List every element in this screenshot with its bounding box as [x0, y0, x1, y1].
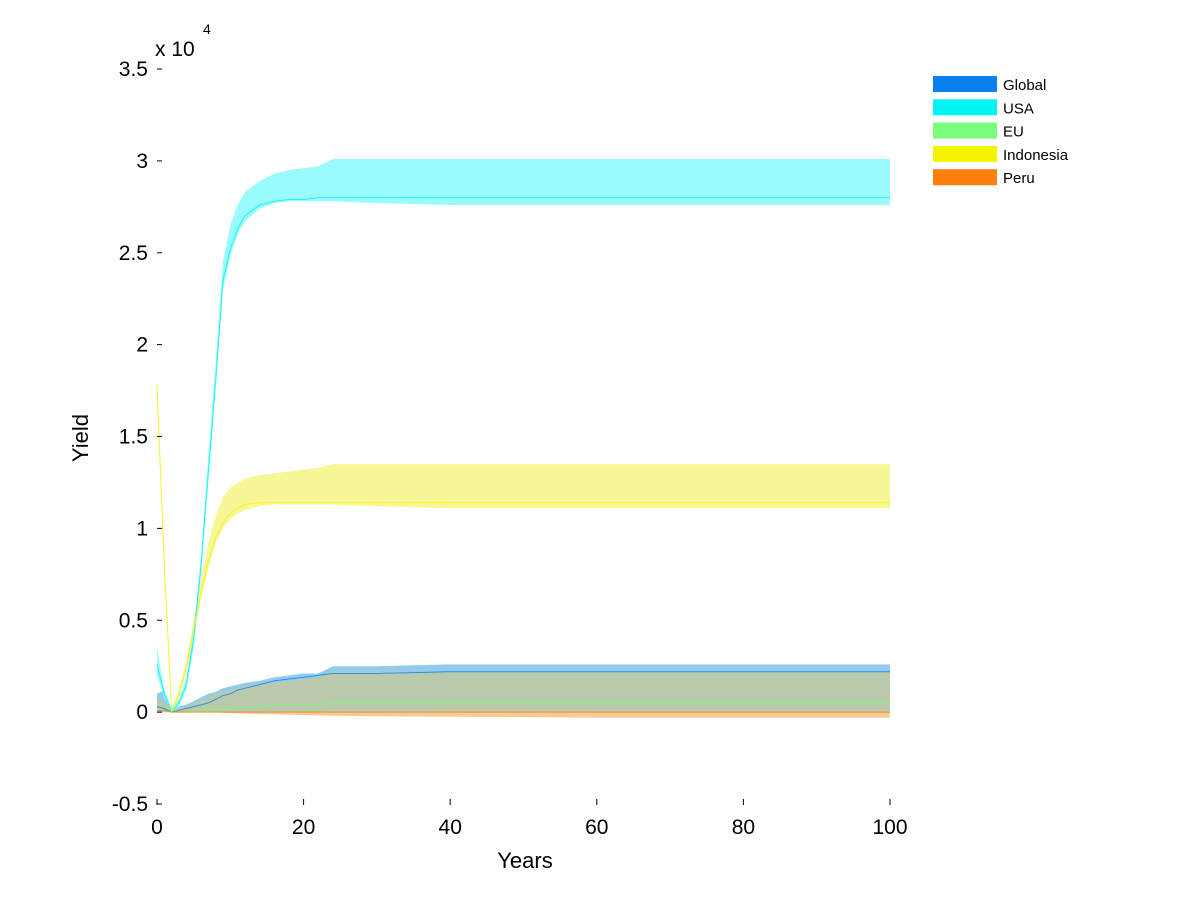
- legend-swatch-peru: [933, 169, 997, 186]
- x-tick-label: 80: [732, 816, 755, 839]
- confidence-bands: [157, 159, 890, 718]
- y-axis: -0.5 0 0.5 1 1.5 2 2.5 3 3.5: [112, 58, 162, 816]
- legend-label-global: Global: [1003, 77, 1046, 94]
- legend-label-peru: Peru: [1003, 170, 1035, 187]
- legend-swatch-usa: [933, 99, 997, 116]
- y-tick-label: 2.5: [119, 242, 148, 265]
- y-exponent-label: x 10: [155, 38, 195, 61]
- legend-swatch-indonesia: [933, 145, 997, 162]
- y-tick-label: 1.5: [119, 426, 148, 449]
- band-eu: [157, 671, 890, 713]
- x-tick-label: 0: [151, 816, 163, 839]
- series-lines: [156, 197, 890, 714]
- legend: Global USA EU Indonesia Peru: [933, 76, 1069, 187]
- x-tick-label: 60: [585, 816, 608, 839]
- legend-swatch-eu: [933, 122, 997, 139]
- x-tick-label: 40: [439, 816, 462, 839]
- line-usa: [156, 197, 890, 714]
- y-tick-label: 3: [136, 150, 148, 173]
- band-usa: [157, 159, 890, 713]
- line-indonesia: [156, 384, 890, 713]
- line-peru: [157, 709, 890, 713]
- y-tick-label: -0.5: [112, 793, 148, 816]
- legend-label-indonesia: Indonesia: [1003, 147, 1069, 164]
- line-global: [156, 671, 890, 713]
- y-tick-label: 0.5: [119, 609, 148, 632]
- legend-swatch-global: [933, 76, 997, 92]
- y-tick-label: 1: [136, 517, 148, 540]
- y-tick-label: 2: [136, 334, 148, 357]
- x-tick-label: 20: [292, 816, 315, 839]
- y-exponent-power: 4: [203, 21, 211, 37]
- x-tick-label: 100: [872, 816, 907, 839]
- x-axis: 0 20 40 60 80 100: [151, 799, 908, 839]
- y-tick-label: 0: [136, 701, 148, 724]
- legend-label-eu: EU: [1003, 124, 1024, 141]
- x-axis-title: Years: [497, 848, 552, 873]
- y-tick-label: 3.5: [119, 58, 148, 81]
- y-axis-title: Yield: [68, 414, 93, 462]
- legend-label-usa: USA: [1003, 100, 1034, 117]
- band-indonesia: [157, 381, 890, 713]
